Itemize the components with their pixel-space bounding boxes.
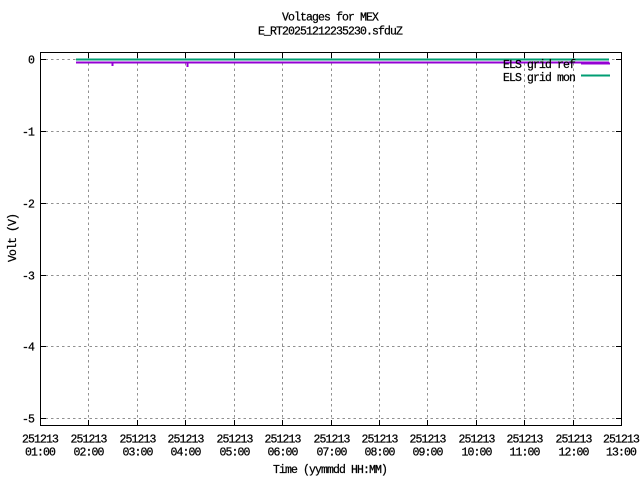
svg-text:Time (yymmdd HH:MM): Time (yymmdd HH:MM) [273,464,387,477]
svg-text:251213: 251213 [22,434,59,447]
svg-text:06:00: 06:00 [267,447,298,460]
svg-text:251213: 251213 [167,434,204,447]
svg-text:01:00: 01:00 [25,447,56,460]
svg-text:251213: 251213 [603,434,640,447]
svg-text:251213: 251213 [361,434,398,447]
svg-text:08:00: 08:00 [364,447,395,460]
svg-text:-5: -5 [22,414,35,427]
svg-text:05:00: 05:00 [219,447,250,460]
svg-text:251213: 251213 [409,434,446,447]
svg-text:0: 0 [28,55,35,68]
svg-text:-4: -4 [22,342,35,355]
svg-text:03:00: 03:00 [122,447,153,460]
svg-text:251213: 251213 [119,434,156,447]
svg-text:251213: 251213 [506,434,543,447]
svg-text:Volt (V): Volt (V) [7,214,20,262]
svg-text:ELS grid ref: ELS grid ref [503,59,576,72]
svg-text:251213: 251213 [216,434,253,447]
svg-text:-1: -1 [22,127,35,140]
svg-text:251213: 251213 [264,434,301,447]
svg-text:02:00: 02:00 [73,447,104,460]
svg-text:09:00: 09:00 [412,447,443,460]
svg-text:251213: 251213 [313,434,350,447]
svg-text:07:00: 07:00 [316,447,347,460]
svg-text:13:00: 13:00 [606,447,637,460]
svg-text:10:00: 10:00 [461,447,492,460]
svg-text:-2: -2 [22,199,35,212]
svg-text:E_RT20251212235230.sfduZ: E_RT20251212235230.sfduZ [258,26,403,39]
svg-text:251213: 251213 [555,434,592,447]
svg-text:-3: -3 [22,271,35,284]
svg-text:04:00: 04:00 [170,447,201,460]
svg-text:12:00: 12:00 [558,447,589,460]
svg-text:Voltages for MEX: Voltages for MEX [282,12,379,25]
svg-text:251213: 251213 [70,434,107,447]
svg-text:251213: 251213 [458,434,495,447]
svg-text:ELS grid mon: ELS grid mon [503,72,575,85]
svg-text:11:00: 11:00 [509,447,540,460]
